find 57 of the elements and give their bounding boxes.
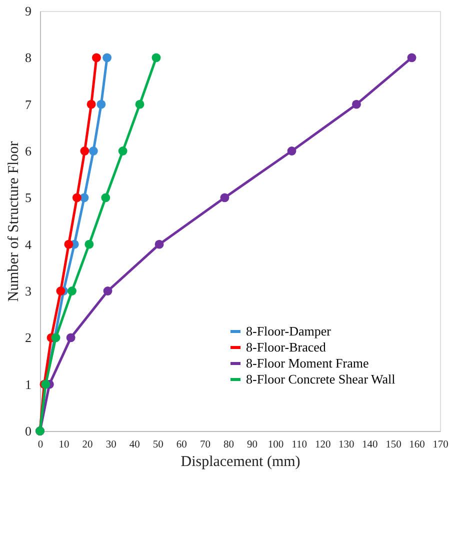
legend-label: 8-Floor-Braced bbox=[246, 340, 326, 354]
y-tick-label: 2 bbox=[25, 330, 32, 346]
x-tick-label: 80 bbox=[223, 440, 234, 450]
y-tick-label: 7 bbox=[25, 96, 32, 112]
legend-label: 8-Floor Concrete Shear Wall bbox=[246, 372, 396, 386]
legend-label: 8-Floor Moment Frame bbox=[246, 356, 369, 370]
x-tick-label: 40 bbox=[129, 440, 140, 450]
point bbox=[135, 100, 144, 109]
x-tick-label: 20 bbox=[82, 440, 93, 450]
point bbox=[103, 286, 112, 296]
point bbox=[64, 240, 74, 249]
legend-label: 8-Floor-Damper bbox=[246, 324, 332, 338]
x-tick-label: 60 bbox=[176, 440, 187, 450]
x-tick-label: 140 bbox=[362, 440, 378, 450]
point bbox=[56, 286, 66, 296]
y-tick-label: 1 bbox=[25, 376, 32, 392]
y-tick-label: 0 bbox=[25, 424, 32, 438]
point bbox=[96, 100, 106, 109]
x-tick-label: 130 bbox=[338, 440, 354, 450]
point bbox=[84, 240, 94, 249]
point bbox=[118, 146, 128, 156]
point bbox=[287, 146, 296, 156]
point bbox=[152, 53, 161, 62]
y-tick-label: 4 bbox=[25, 236, 32, 252]
x-tick-label: 10 bbox=[58, 440, 70, 450]
point bbox=[88, 146, 98, 156]
point bbox=[92, 53, 101, 62]
x-tick-label: 120 bbox=[314, 440, 331, 450]
point bbox=[220, 193, 230, 202]
x-tick-label: 50 bbox=[152, 440, 164, 450]
y-tick-label: 6 bbox=[25, 144, 32, 158]
point bbox=[80, 193, 89, 202]
y-tick-label: 9 bbox=[25, 4, 32, 18]
x-tick-label: 170 bbox=[432, 440, 448, 450]
x-tick-label: 70 bbox=[200, 440, 210, 450]
point bbox=[68, 286, 76, 296]
x-tick-label: 30 bbox=[106, 440, 116, 450]
x-tick-label: 0 bbox=[38, 440, 44, 450]
x-tick-label: 160 bbox=[409, 440, 425, 450]
x-tick-label: 100 bbox=[268, 440, 284, 450]
y-axis-title: Number of Structure Floor bbox=[6, 141, 22, 302]
point bbox=[80, 146, 90, 156]
x-tick-label: 90 bbox=[247, 440, 258, 450]
point bbox=[102, 53, 112, 62]
y-tick-label: 8 bbox=[25, 50, 32, 66]
point bbox=[72, 193, 82, 202]
x-axis-title: Displacement (mm) bbox=[180, 454, 300, 470]
point bbox=[154, 240, 164, 249]
y-tick-label: 5 bbox=[25, 190, 32, 206]
point bbox=[407, 53, 416, 62]
y-tick-label: 3 bbox=[25, 284, 32, 298]
point bbox=[352, 100, 361, 109]
point bbox=[66, 333, 76, 342]
x-tick-label: 110 bbox=[292, 440, 308, 450]
point bbox=[86, 100, 96, 109]
x-tick-label: 150 bbox=[386, 440, 402, 450]
point bbox=[101, 193, 110, 202]
